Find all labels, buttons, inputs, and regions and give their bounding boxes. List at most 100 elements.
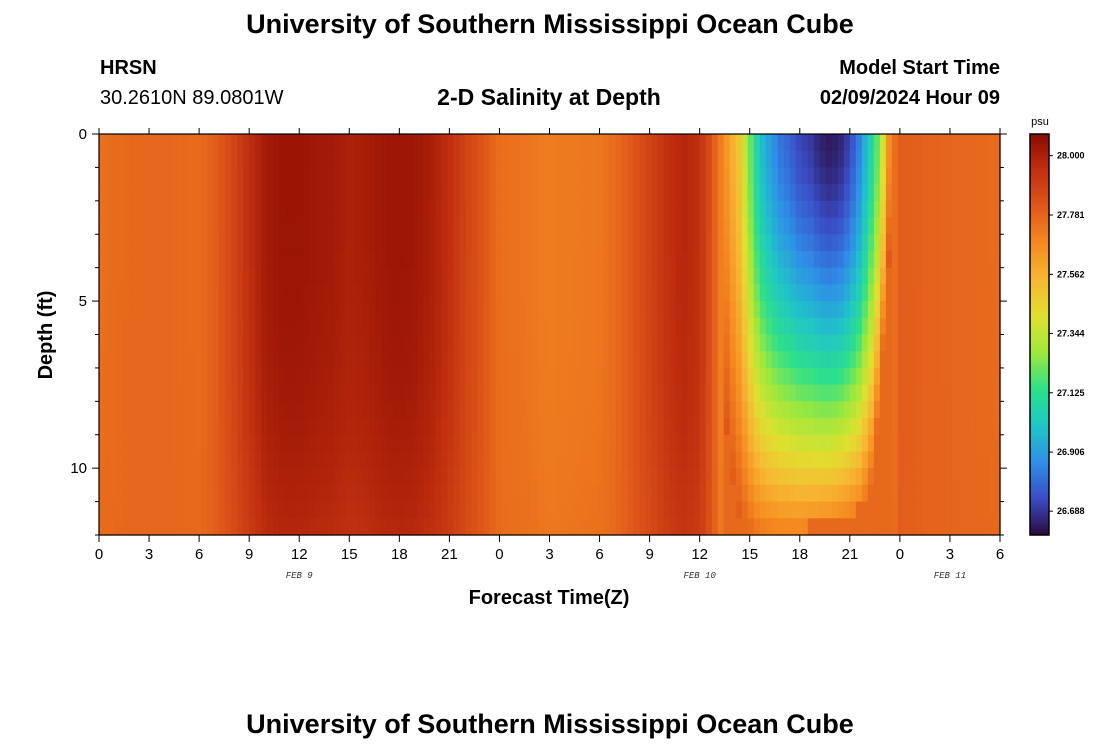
heatmap-cell [585,334,593,352]
heatmap-cell [651,518,659,536]
heatmap-cell [351,334,358,352]
heatmap-cell [435,451,442,469]
heatmap-cell [873,401,881,419]
heatmap-cell [363,317,370,336]
heatmap-cell [333,518,340,536]
heatmap-cell [303,134,310,152]
heatmap-cell [801,401,809,419]
heatmap-cell [549,351,557,369]
heatmap-cell [969,351,977,369]
heatmap-cell [627,134,635,152]
heatmap-cell [591,334,599,352]
heatmap-cell [939,501,947,519]
heatmap-cell [891,250,899,269]
heatmap-cell [285,384,292,402]
heatmap-cell [303,367,310,386]
heatmap-cell [855,518,863,536]
heatmap-cell [657,418,665,436]
heatmap-cell [117,134,124,152]
heatmap-cell [573,200,581,219]
heatmap-cell [123,401,130,419]
heatmap-cell [741,418,749,436]
heatmap-cell [369,518,376,536]
heatmap-cell [153,134,160,152]
heatmap-cell [129,468,136,486]
heatmap-cell [273,401,280,419]
heatmap-cell [705,401,713,419]
heatmap-cell [903,184,911,202]
heatmap-cell [885,418,893,436]
heatmap-cell [771,384,779,402]
heatmap-cell [873,234,881,252]
heatmap-cell [567,250,575,269]
heatmap-cell [663,184,671,202]
heatmap-cell [195,184,202,202]
heatmap-cell [789,267,797,285]
heatmap-cell [657,468,665,486]
heatmap-cell [177,501,184,519]
heatmap-cell [813,451,821,469]
heatmap-cell [189,217,196,235]
heatmap-cell [681,267,689,285]
heatmap-cell [639,518,647,536]
heatmap-cell [627,267,635,285]
heatmap-cell [441,134,448,152]
heatmap-cell [423,401,430,419]
heatmap-cell [411,334,418,352]
heatmap-cell [699,234,707,252]
heatmap-cell [597,418,605,436]
date-label: FEB 10 [683,571,716,581]
heatmap-cell [975,301,983,319]
heatmap-cell [471,267,479,285]
heatmap-cell [213,434,220,453]
heatmap-cell [519,351,527,369]
heatmap-cell [993,518,1001,536]
heatmap-cell [603,134,611,152]
heatmap-cell [795,184,803,202]
heatmap-cell [231,317,238,336]
heatmap-cell [975,501,983,519]
heatmap-cell [741,200,749,219]
heatmap-cell [531,468,539,486]
heatmap-cell [933,367,941,386]
heatmap-cell [279,401,286,419]
heatmap-cell [405,134,412,152]
heatmap-cell [933,184,941,202]
heatmap-cell [837,250,845,269]
heatmap-cell [141,418,148,436]
heatmap-cell [873,351,881,369]
heatmap-cell [705,384,713,402]
heatmap-cell [267,134,274,152]
heatmap-cell [945,367,953,386]
heatmap-cell [699,484,707,503]
heatmap-cell [417,484,424,503]
heatmap-cell [831,418,839,436]
heatmap-cell [447,518,454,536]
heatmap-cell [813,234,821,252]
heatmap-cell [789,484,797,503]
heatmap-cell [351,367,358,386]
heatmap-cell [741,267,749,285]
heatmap-cell [813,301,821,319]
heatmap-cell [573,317,581,336]
heatmap-cell [531,518,539,536]
heatmap-cell [543,284,551,302]
heatmap-cell [429,468,436,486]
heatmap-cell [399,518,406,536]
heatmap-cell [105,384,112,402]
heatmap-cell [531,284,539,302]
heatmap-cell [801,167,809,185]
heatmap-cell [531,451,539,469]
heatmap-cell [261,367,268,386]
heatmap-cell [879,250,887,269]
heatmap-cell [813,501,821,519]
heatmap-cell [495,134,503,152]
heatmap-cell [633,250,641,269]
heatmap-cell [453,301,460,319]
heatmap-cell [345,167,352,185]
heatmap-cell [639,367,647,386]
heatmap-cell [405,284,412,302]
heatmap-cell [291,484,298,503]
heatmap-cell [969,134,977,152]
heatmap-cell [315,200,322,219]
